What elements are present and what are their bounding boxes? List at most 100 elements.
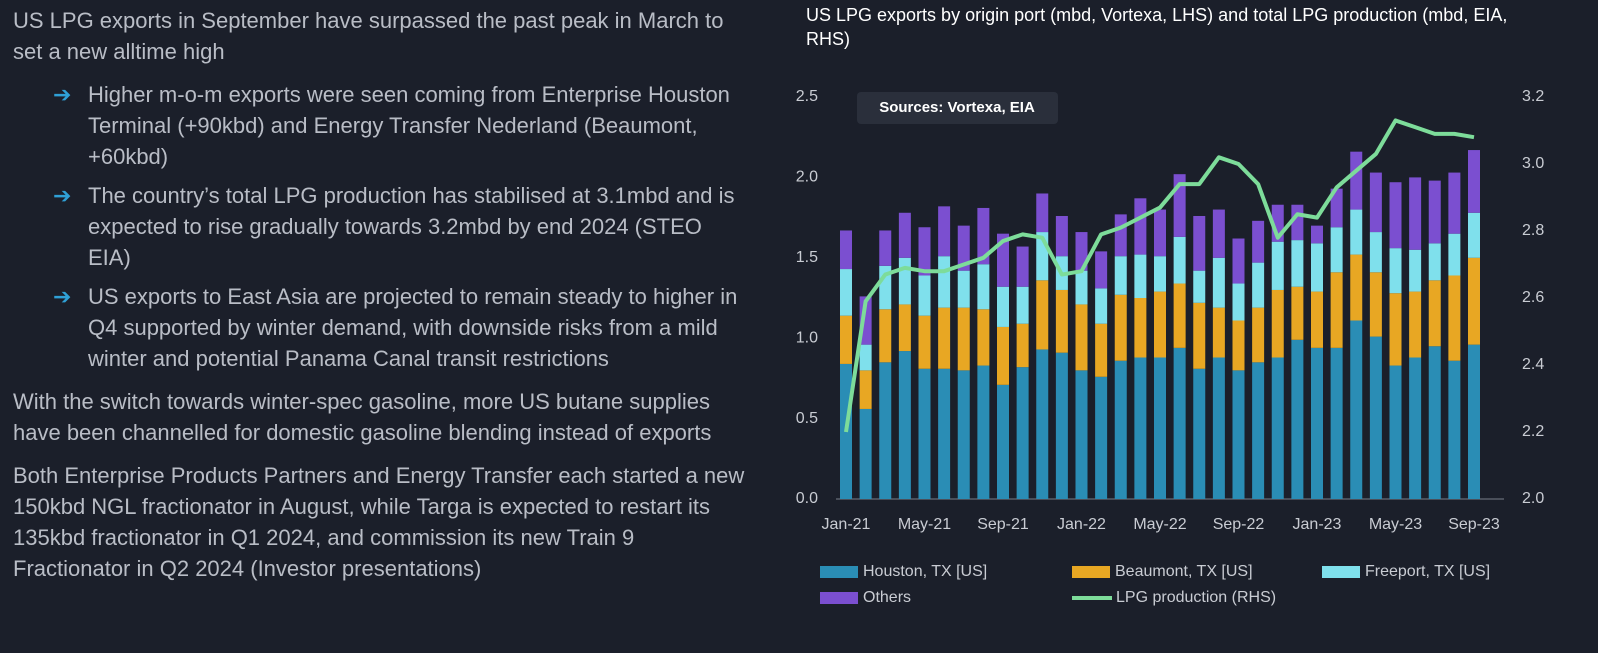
bar-segment	[977, 309, 990, 366]
bar-segment	[1016, 323, 1029, 368]
bar-segment	[840, 230, 852, 270]
bar-segment	[1311, 347, 1323, 499]
bar-segment	[918, 227, 931, 276]
bullet: The country’s total LPG production has s…	[13, 180, 748, 273]
bar-segment	[1448, 275, 1461, 361]
bar-segment	[1016, 246, 1029, 287]
bar-segment	[1036, 193, 1049, 233]
legend-label: Freeport, TX [US]	[1365, 563, 1490, 580]
bar-segment	[1232, 283, 1245, 321]
bar-segment	[1016, 286, 1029, 324]
bar-segment	[1291, 339, 1304, 499]
bar-segment	[1389, 248, 1402, 294]
bar-segment	[997, 286, 1009, 327]
bar-segment	[957, 225, 970, 271]
bar-segment	[1055, 215, 1068, 257]
bar-segment	[1311, 225, 1323, 244]
bar-segment	[1095, 251, 1108, 289]
x-tick-label: Jan-22	[1057, 516, 1106, 533]
bar-segment	[1369, 336, 1382, 499]
bar-segment	[1389, 293, 1402, 366]
bar-segment	[1212, 209, 1225, 258]
bar-segment	[1075, 232, 1088, 271]
bar-segment	[1212, 307, 1225, 358]
legend-label: Others	[863, 589, 911, 606]
legend-label: Houston, TX [US]	[863, 563, 987, 580]
chart-title: US LPG exports by origin port (mbd, Vort…	[806, 5, 1508, 49]
bar-segment	[1212, 257, 1225, 308]
bar-segment	[1232, 238, 1245, 284]
bar-segment	[1193, 215, 1206, 271]
bar-segment	[1468, 257, 1480, 345]
bar-segment	[1428, 180, 1441, 244]
bar-segment	[1350, 209, 1363, 255]
bar-segment	[1154, 209, 1166, 257]
paragraph: Both Enterprise Products Partners and En…	[13, 463, 745, 581]
bar-segment	[840, 315, 852, 364]
line	[844, 118, 1475, 433]
paragraph: With the switch towards winter-spec gaso…	[13, 389, 712, 445]
bar-segment	[1055, 289, 1068, 353]
bar-segment	[1173, 347, 1186, 499]
bar-segment	[957, 370, 970, 499]
bar-segment	[1232, 370, 1245, 499]
bar-segment	[997, 233, 1009, 287]
bar-segment	[1173, 236, 1186, 284]
bar-segment	[1252, 307, 1265, 363]
bar-segment	[1134, 254, 1147, 298]
bullet: Higher m-o-m exports were seen coming fr…	[13, 79, 748, 172]
y2-tick-label: 3.2	[1522, 88, 1544, 105]
x-tick-label: May-22	[1133, 516, 1186, 533]
bar-segment	[1036, 349, 1049, 499]
bar-segment	[938, 307, 951, 369]
bar-segment	[1369, 232, 1382, 273]
bar-segment	[1291, 286, 1304, 340]
bar-segment	[1075, 270, 1088, 305]
bar-segment	[1389, 365, 1402, 499]
bar-segment	[898, 212, 911, 258]
annotation: Sources: Vortexa, EIA	[879, 99, 1035, 116]
bar-segment	[1468, 150, 1480, 213]
x-tick-label: Sep-22	[1213, 516, 1265, 533]
bar-segment	[977, 207, 990, 265]
bar-segment	[1252, 220, 1265, 263]
bar-segment	[1075, 370, 1088, 499]
bar-segment	[1311, 243, 1323, 292]
bar-segment	[1154, 256, 1166, 292]
bullet-list: Higher m-o-m exports were seen coming fr…	[13, 79, 748, 374]
bar-segment	[1173, 283, 1186, 348]
bar-segment	[1193, 270, 1206, 303]
bar-segment	[957, 307, 970, 371]
bar-segment	[1291, 204, 1304, 241]
bar-segment	[1036, 280, 1049, 350]
bar-segment	[1409, 291, 1422, 358]
bar-segment	[1055, 352, 1068, 499]
bar-segment	[957, 270, 970, 308]
bar-segment	[1095, 323, 1108, 377]
bar-segment	[1350, 320, 1363, 499]
bar-segment	[1369, 272, 1382, 337]
bar-segment	[879, 230, 892, 266]
bar-segment	[1114, 214, 1127, 257]
bar-segment	[1448, 360, 1461, 499]
bar-segment	[1409, 357, 1422, 499]
x-tick-label: Sep-23	[1448, 516, 1500, 533]
bar-segment	[879, 309, 892, 363]
y2-tick-label: 2.8	[1522, 222, 1544, 239]
bar-segment	[1448, 172, 1461, 234]
bar-segment	[1134, 357, 1147, 499]
bar-segment	[859, 344, 872, 371]
text-panel: US LPG exports in September have surpass…	[13, 5, 748, 596]
bar-segment	[1271, 289, 1284, 358]
bar-segment	[977, 365, 990, 499]
bar-segment	[898, 257, 911, 305]
bar-segment	[1428, 346, 1441, 499]
bar-segment	[840, 269, 852, 316]
x-tick-label: Jan-21	[822, 516, 871, 533]
legend-swatch	[1322, 566, 1360, 578]
y-tick-label: 1.0	[796, 329, 818, 346]
bar-segment	[1154, 357, 1166, 499]
bar-segment	[1193, 302, 1206, 369]
annotation-box	[857, 92, 1058, 124]
